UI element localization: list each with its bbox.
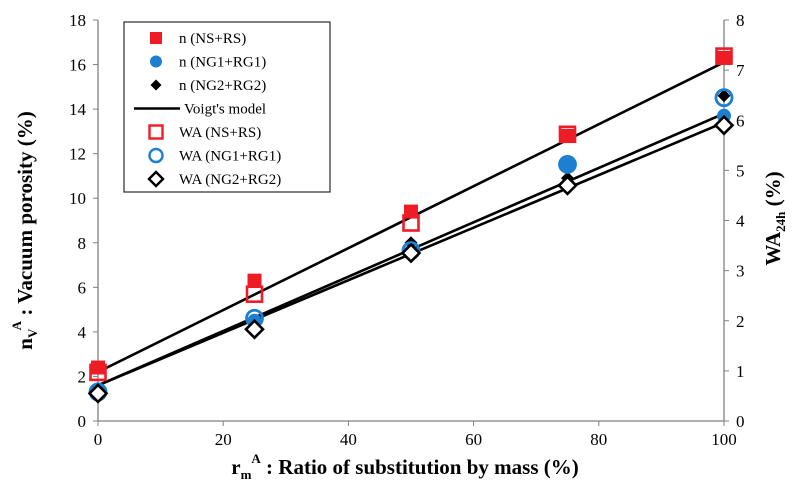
y2-tick-label: 0 [736, 412, 745, 431]
axis-titles: rmA : Ratio of substitution by mass (%)n… [9, 111, 788, 482]
y-axis-title-main: n [13, 338, 37, 350]
y-tick-label: 16 [69, 56, 86, 75]
legend-box [123, 21, 331, 193]
point-n-ns-rs [91, 360, 105, 375]
point-wa-ns-rs [89, 363, 107, 382]
y2-tick-label: 5 [736, 161, 745, 180]
y-axis-title-sup: A [9, 320, 24, 330]
legend-marker [147, 170, 165, 188]
x-tick-label: 60 [465, 430, 482, 449]
point-wa-ns-rs [245, 285, 264, 303]
y2-tick-label: 3 [736, 262, 745, 281]
x-axis-title-sub: m [241, 467, 252, 482]
y-tick-label: 10 [69, 189, 86, 208]
legend-label: Voigt's model [184, 102, 266, 118]
legend-label: n (NG1+RG1) [179, 55, 266, 71]
y-tick-label: 12 [69, 145, 86, 164]
y2-tick-label: 1 [736, 362, 745, 381]
y2-tick-label: 4 [736, 212, 745, 231]
y-tick-label: 2 [78, 367, 87, 386]
y2-tick-label: 2 [736, 312, 745, 331]
legend-label: WA (NG1+RG1) [179, 149, 281, 165]
y2-tick-label: 6 [736, 111, 745, 130]
point-wa-ns-rs [402, 214, 420, 232]
y-axis-title-sub: V [25, 328, 40, 338]
point-wa-ng1-rg1 [558, 154, 577, 174]
y2-tick-label: 7 [736, 61, 745, 80]
x-axis-title-main: r [231, 455, 240, 479]
y-axis-title-rest: : Vacuum porosity (%) [13, 111, 37, 321]
x-axis-title: rmA : Ratio of substitution by mass (%) [231, 451, 579, 482]
point-wa-ng2-rg2 [713, 114, 735, 136]
point-n-ng1-rg1 [560, 157, 575, 172]
legend-label: WA (NG2+RG2) [179, 172, 281, 188]
x-tick-label: 40 [340, 430, 357, 449]
point-wa-ns-rs [715, 47, 733, 65]
y-tick-label: 6 [78, 278, 87, 297]
y2-tick-label: 8 [736, 11, 745, 30]
y2-axis-title-rest: (%) [761, 171, 785, 211]
legend-marker [150, 32, 162, 44]
x-tick-label: 20 [215, 430, 232, 449]
legend-label: WA (NS+RS) [179, 125, 261, 141]
point-wa-ng2-rg2 [87, 383, 109, 404]
x-tick-label: 0 [94, 430, 103, 449]
legend: n (NS+RS) n (NG1+RG1) n (NG2+RG2) Voigt's m… [123, 21, 331, 193]
y2-axis-title-sub: 24h [773, 211, 788, 232]
legend-marker [150, 55, 162, 68]
legend-marker [148, 147, 164, 164]
y-tick-label: 8 [78, 234, 87, 253]
y-tick-label: 0 [78, 412, 87, 431]
y-tick-label: 14 [69, 100, 87, 119]
x-axis-title-rest: : Ratio of substitution by mass (%) [261, 455, 579, 479]
legend-label: n (NG2+RG2) [179, 78, 266, 94]
point-wa-ng2-rg2 [557, 175, 578, 196]
point-wa-ng2-rg2 [244, 318, 265, 340]
point-wa-ng2-rg2 [400, 242, 422, 264]
legend-label: n (NS+RS) [179, 31, 246, 47]
x-axis-title-sup: A [251, 451, 261, 466]
point-wa-ns-rs [558, 125, 577, 144]
point-n-ns-rs [560, 128, 575, 143]
y2-axis-title-main: WA [761, 231, 785, 266]
legend-marker [148, 124, 164, 140]
y-tick-label: 4 [78, 323, 87, 342]
x-tick-label: 80 [590, 430, 607, 449]
y2-axis-title: WA24h (%) [761, 171, 788, 265]
data-markers [87, 47, 735, 404]
x-tick-label: 100 [711, 430, 737, 449]
y-tick-label: 18 [69, 11, 86, 30]
point-n-ns-rs [717, 50, 731, 65]
y-axis-title: nVA : Vacuum porosity (%) [9, 111, 40, 349]
point-n-ns-rs [247, 273, 262, 288]
point-wa-ng1-rg1 [714, 88, 734, 108]
point-n-ng2-rg2 [717, 89, 731, 103]
legend-marker [150, 79, 162, 91]
